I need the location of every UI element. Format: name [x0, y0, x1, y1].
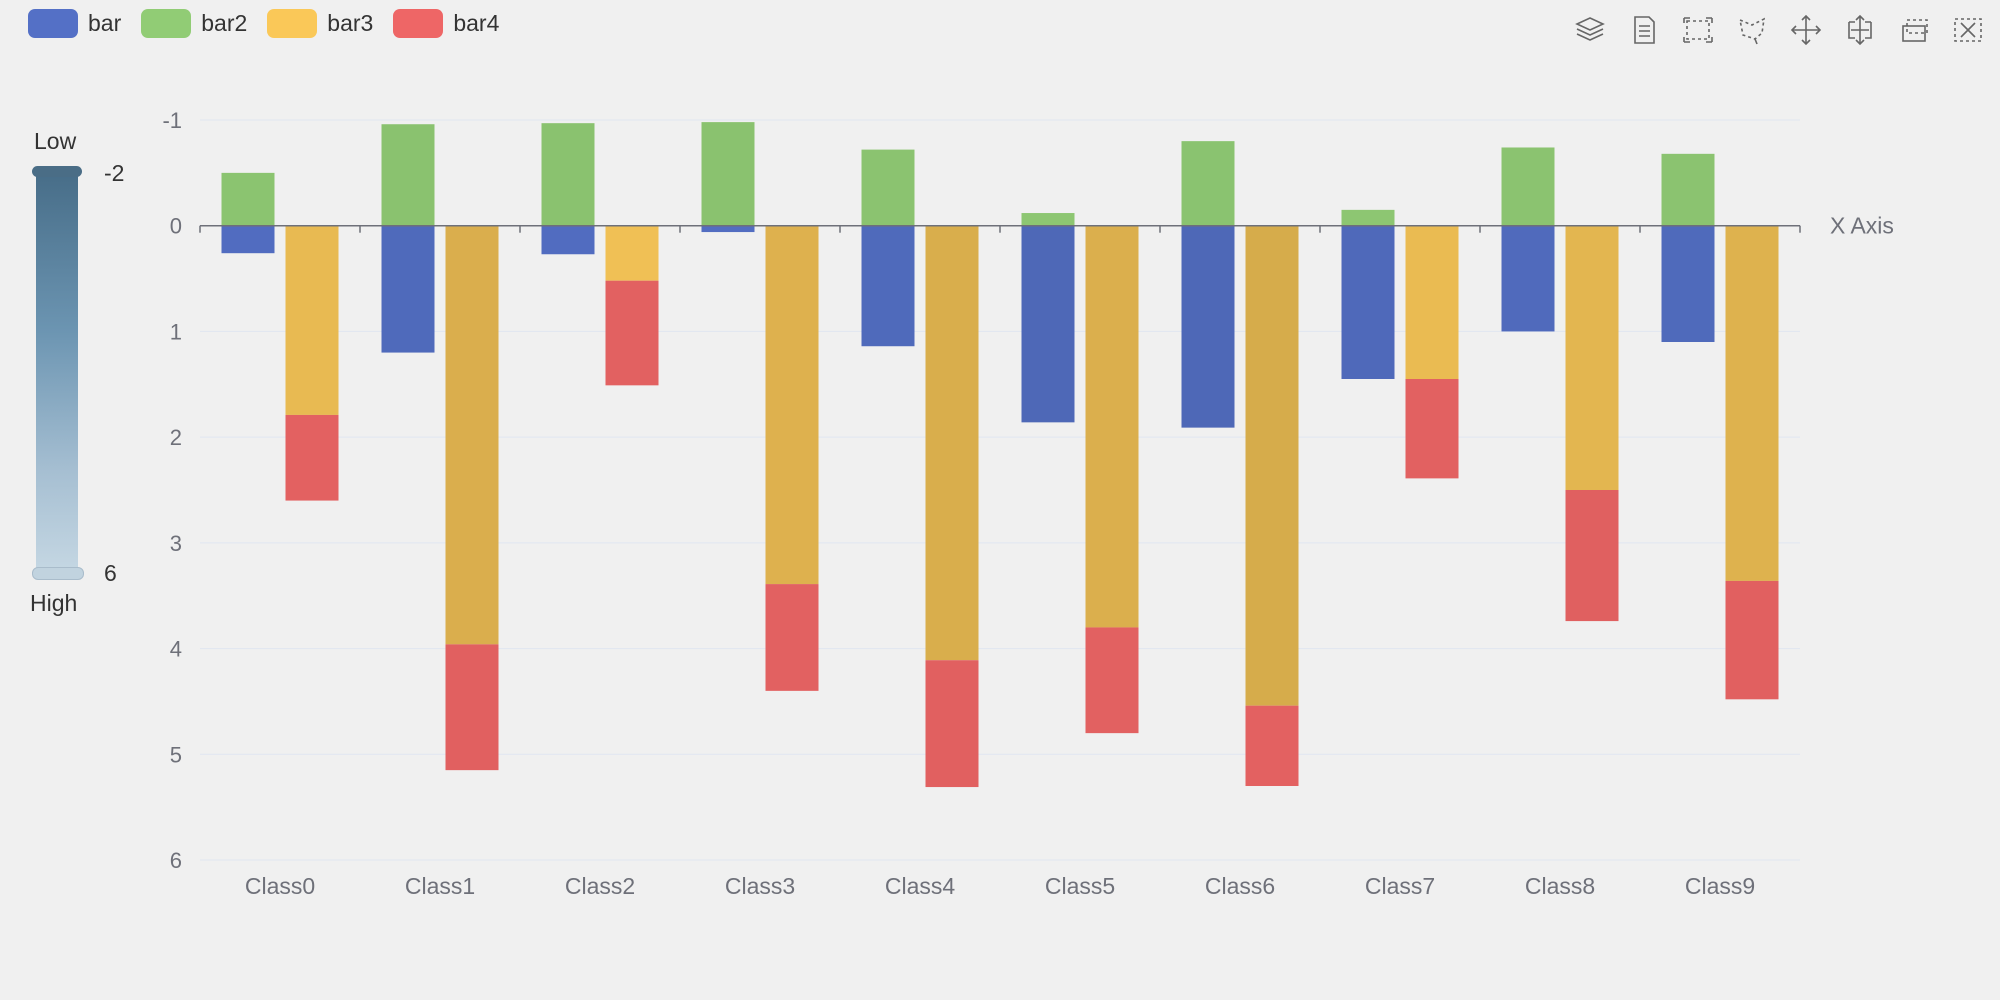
visual-map-max-value: 6: [104, 560, 117, 586]
x-tick-label: Class4: [885, 873, 956, 899]
y-tick-label: 2: [170, 425, 182, 450]
lasso-select-button[interactable]: [1734, 12, 1770, 48]
legend-swatch: [267, 8, 318, 38]
bar-bar2-Class9: [1661, 153, 1715, 226]
bar-bar2-Class5: [1021, 213, 1075, 226]
bar-bar3-Class7: [1405, 225, 1459, 379]
bar-bar4-Class9: [1725, 580, 1779, 700]
bar-bar2-Class2: [541, 123, 595, 226]
legend-item-bar2[interactable]: bar2: [141, 8, 248, 38]
visual-map-min-value: -2: [104, 160, 125, 186]
bar-bar2-Class3: [701, 122, 755, 226]
bar-bar-Class6: [1181, 225, 1235, 428]
bar-bar-Class1: [381, 225, 435, 353]
bar-bar4-Class6: [1245, 705, 1299, 786]
visual-map-high-label: High: [30, 590, 78, 616]
restore-button[interactable]: [1896, 12, 1932, 48]
bar-bar3-Class2: [605, 225, 659, 281]
legend-label: bar2: [201, 9, 248, 36]
bar-bar-Class3: [701, 225, 755, 233]
zoom-back-button[interactable]: [1842, 12, 1878, 48]
bar-bar4-Class1: [445, 644, 499, 771]
visual-map-bottom-handle[interactable]: [32, 567, 84, 580]
legend-label: bar4: [453, 9, 500, 36]
rect-select-icon: [1683, 17, 1713, 43]
bar-bar2-Class6: [1181, 141, 1235, 226]
legend-swatch: [393, 8, 444, 38]
zoom-icon: [1790, 14, 1822, 46]
visual-map-low-label: Low: [34, 128, 77, 154]
x-tick-label: Class5: [1045, 873, 1115, 899]
y-tick-label: 3: [170, 531, 182, 556]
clear-icon: [1954, 18, 1982, 42]
bar-bar3-Class6: [1245, 225, 1299, 706]
y-tick-label: 1: [170, 319, 182, 344]
x-axis-name: X Axis: [1830, 213, 1894, 239]
bar-bar4-Class8: [1565, 490, 1619, 622]
rect-select-button[interactable]: [1680, 12, 1716, 48]
legend-item-bar4[interactable]: bar4: [393, 8, 500, 38]
bar-bar4-Class5: [1085, 627, 1139, 734]
legend-label: bar: [88, 9, 122, 36]
bar-bar-Class9: [1661, 225, 1715, 342]
bar-bar2-Class8: [1501, 147, 1555, 226]
bar-bar3-Class8: [1565, 225, 1619, 490]
bar-bar2-Class4: [861, 149, 915, 226]
bar-bar4-Class3: [765, 584, 819, 691]
y-tick-label: 0: [170, 214, 182, 239]
bar-bar-Class7: [1341, 225, 1395, 379]
bar-bar4-Class2: [605, 280, 659, 386]
x-tick-label: Class7: [1365, 873, 1435, 899]
visual-map-top-handle[interactable]: [32, 166, 82, 177]
bar-bar3-Class4: [925, 225, 979, 661]
bar-bar3-Class9: [1725, 225, 1779, 581]
x-tick-label: Class3: [725, 873, 795, 899]
x-tick-label: Class1: [405, 873, 475, 899]
x-tick-label: Class0: [245, 873, 315, 899]
x-tick-label: Class8: [1525, 873, 1595, 899]
legend-swatch: [28, 8, 78, 38]
bar-bar-Class0: [221, 225, 275, 254]
bar-bar2-Class7: [1341, 209, 1395, 226]
bar-bar3-Class5: [1085, 225, 1139, 628]
data-view-button[interactable]: [1626, 12, 1662, 48]
stack-button[interactable]: [1572, 12, 1608, 48]
data-view-icon: [1634, 16, 1655, 44]
x-tick-label: Class6: [1205, 873, 1275, 899]
legend-label: bar3: [327, 9, 374, 36]
legend-swatch: [141, 8, 192, 38]
x-tick-label: Class2: [565, 873, 635, 899]
legend-item-bar[interactable]: bar: [28, 8, 122, 38]
y-tick-label: -1: [162, 108, 182, 133]
bar-bar3-Class0: [285, 225, 339, 415]
zoom-button[interactable]: [1788, 12, 1824, 48]
bar-bar4-Class7: [1405, 379, 1459, 479]
bar-bar2-Class1: [381, 124, 435, 226]
toolbox: [1554, 12, 1986, 48]
lasso-select-icon: [1738, 17, 1766, 45]
y-tick-label: 5: [170, 742, 182, 767]
stack-icon: [1575, 17, 1605, 41]
bar-bar4-Class0: [285, 414, 339, 501]
bar-bar3-Class1: [445, 225, 499, 645]
bar-bar-Class8: [1501, 225, 1555, 332]
legend: bar bar2 bar3 bar4: [28, 6, 519, 40]
bar-bar-Class5: [1021, 225, 1075, 423]
legend-item-bar3[interactable]: bar3: [267, 8, 374, 38]
bar-bar4-Class4: [925, 660, 979, 788]
bar-bar2-Class0: [221, 172, 275, 226]
visual-map-gradient-bar[interactable]: [36, 172, 78, 572]
x-tick-label: Class9: [1685, 873, 1755, 899]
bar-bar3-Class3: [765, 225, 819, 585]
zoom-back-icon: [1848, 14, 1872, 46]
restore-icon: [1902, 19, 1928, 42]
y-tick-label: 4: [170, 637, 182, 662]
bar-bar-Class2: [541, 225, 595, 255]
visual-map[interactable]: Low -2 6 High: [14, 122, 134, 622]
clear-button[interactable]: [1950, 12, 1986, 48]
y-tick-label: 6: [170, 848, 182, 873]
bar-bar-Class4: [861, 225, 915, 347]
